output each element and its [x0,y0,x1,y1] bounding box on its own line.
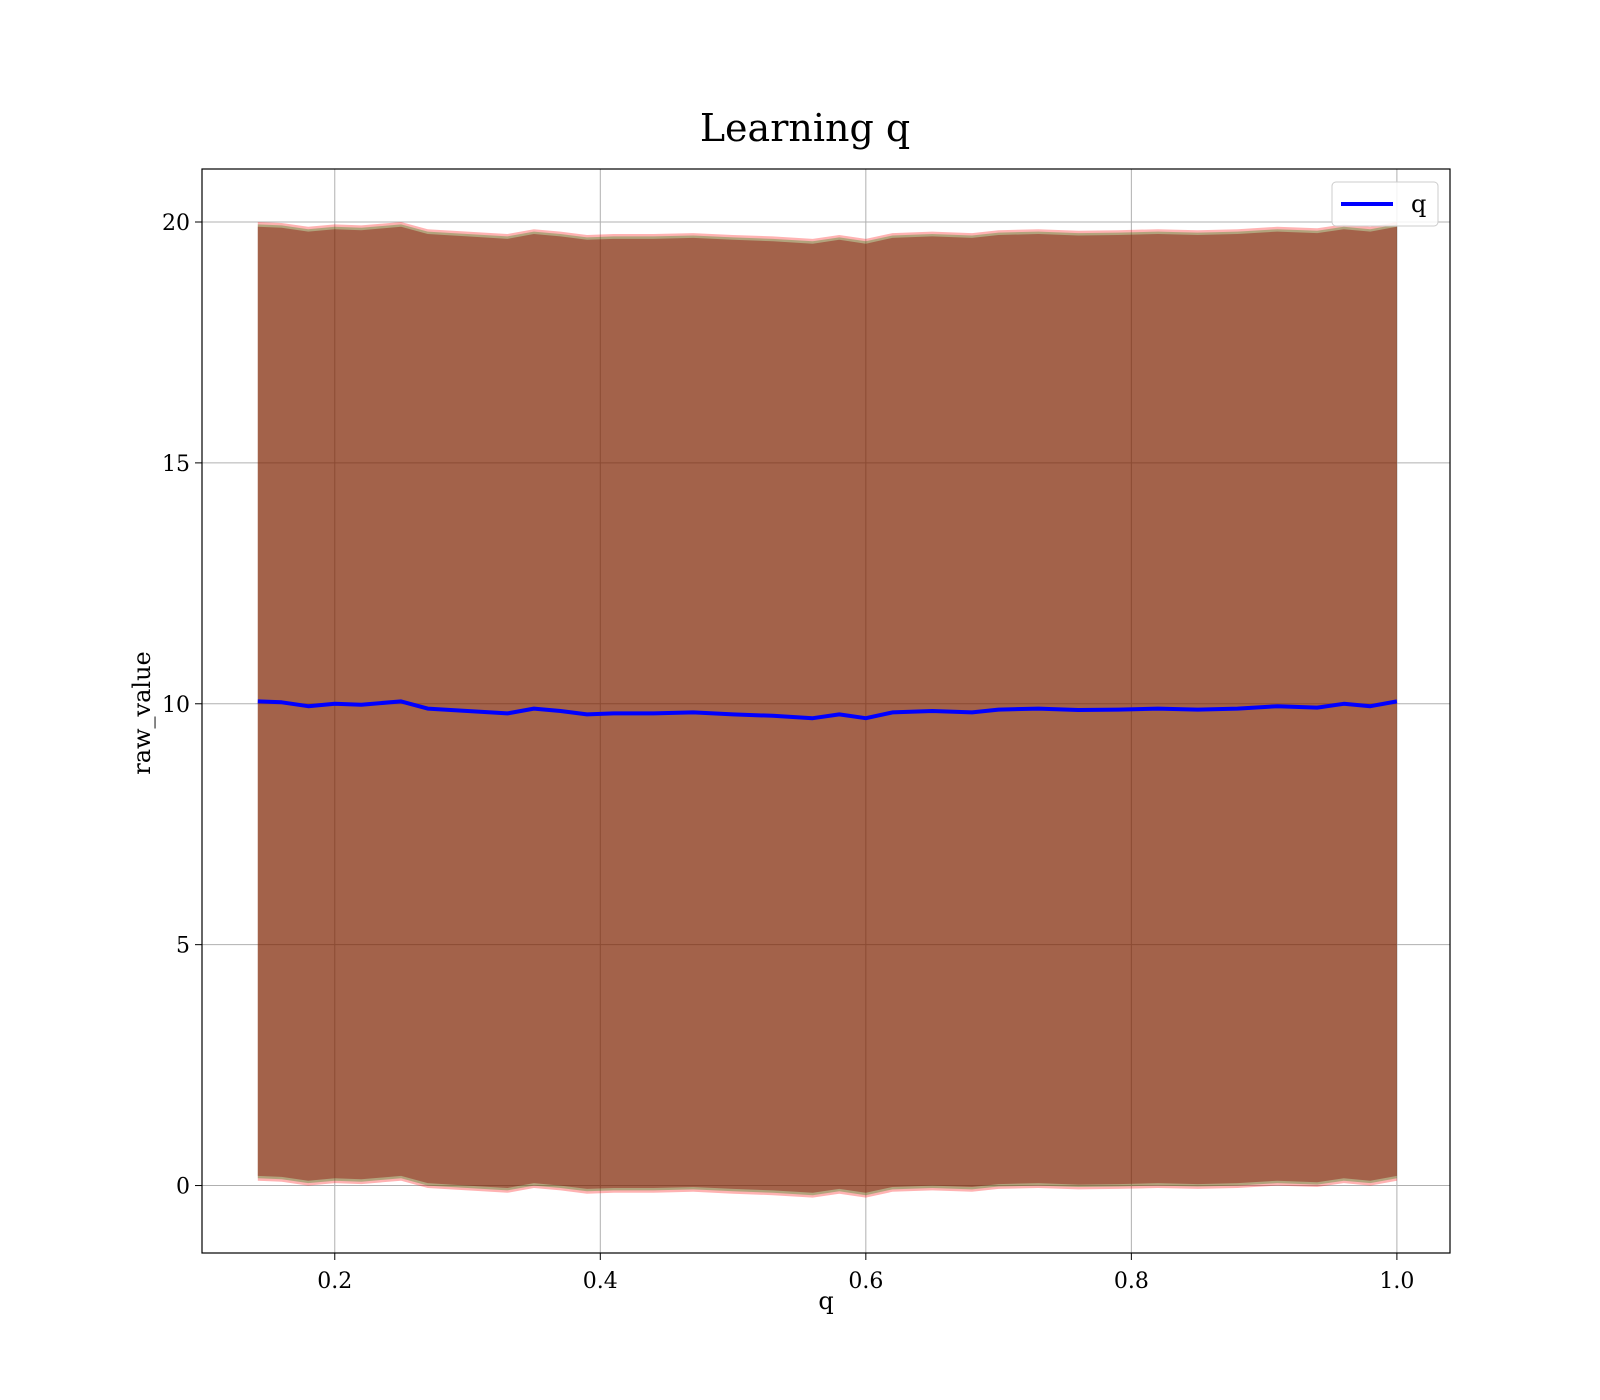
confidence-band-2 [257,226,1397,1193]
chart-title: Learning q [700,106,910,150]
legend: q [1331,181,1439,227]
confidence-band-1 [257,224,1397,1196]
plot-frame [201,168,1451,1254]
y-axis-label: raw_value [128,651,156,775]
y-tick-label: 10 [162,693,190,718]
x-tick-label: 0.4 [583,1269,618,1294]
y-tick-label: 0 [176,1175,190,1200]
x-tick-label: 0.2 [317,1269,352,1294]
confidence-band-0 [257,222,1397,1198]
axis-ticks: 0.2 0.4 0.6 0.8 1.0 0 5 10 15 20 [162,211,1414,1294]
series-line-q [257,699,1398,721]
series-lines [257,699,1398,721]
y-tick-label: 20 [162,211,190,236]
y-tick-label: 5 [176,934,190,959]
x-axis-label: q [818,1287,833,1315]
x-tick-label: 0.6 [848,1269,883,1294]
y-tick-label: 15 [162,452,190,477]
x-tick-label: 0.8 [1114,1269,1149,1294]
legend-label-q: q [1411,190,1426,218]
x-tick-label: 1.0 [1379,1269,1414,1294]
confidence-bands [257,222,1397,1198]
